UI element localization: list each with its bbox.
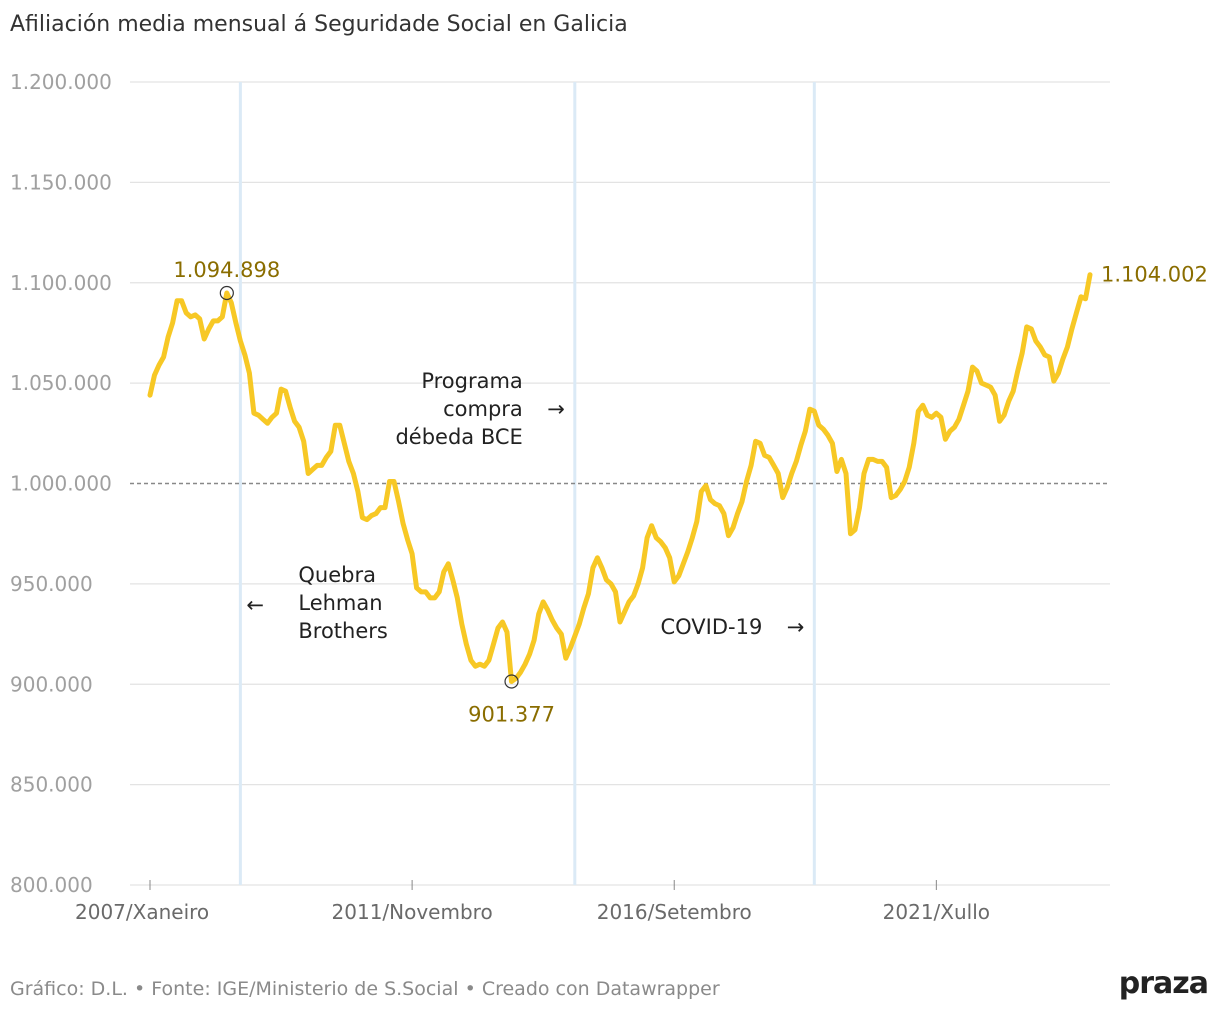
event-label: Quebra bbox=[298, 563, 376, 587]
y-tick-label: 1.050.000 bbox=[10, 371, 112, 395]
y-tick-label: 1.000.000 bbox=[10, 472, 112, 496]
highlight-labels: 1.094.898 901.377 1.104.002 bbox=[173, 258, 1208, 726]
y-tick-label: 1.150.000 bbox=[10, 170, 112, 194]
y-tick-label: 950.000 bbox=[10, 572, 93, 596]
gridlines bbox=[130, 81, 1110, 886]
footer-separator: • bbox=[134, 978, 146, 1000]
footer-tool: Creado con Datawrapper bbox=[481, 978, 720, 1000]
event-arrow: → bbox=[547, 397, 565, 421]
chart-title: Afiliación media mensual á Seguridade So… bbox=[10, 12, 628, 37]
x-tick-label: 2021/Xullo bbox=[883, 900, 990, 924]
event-arrow: → bbox=[787, 615, 805, 639]
highlight-value-label: 1.104.002 bbox=[1101, 263, 1208, 287]
y-tick-label: 850.000 bbox=[10, 773, 93, 797]
highlight-value-label: 901.377 bbox=[468, 702, 555, 726]
y-tick-label: 900.000 bbox=[10, 672, 93, 696]
footer: Gráfico: D.L. • Fonte: IGE/Ministerio de… bbox=[10, 978, 720, 1000]
y-tick-label: 1.100.000 bbox=[10, 271, 112, 295]
x-tick-label: 2007/Xaneiro bbox=[75, 900, 209, 924]
highlight-marker bbox=[219, 285, 234, 301]
x-tick-label: 2011/Novembro bbox=[332, 900, 493, 924]
y-tick-label: 1.200.000 bbox=[10, 70, 112, 94]
event-label: Lehman bbox=[298, 591, 382, 615]
event-annotations: Quebra Lehman Brothers ← Programa compra débed… bbox=[246, 369, 804, 643]
event-label: COVID-19 bbox=[660, 615, 762, 639]
footer-source: Fonte: IGE/Ministerio de S.Social bbox=[151, 978, 459, 1000]
footer-separator: • bbox=[464, 978, 476, 1000]
series-line bbox=[147, 272, 1093, 684]
x-axis: 2007/Xaneiro 2011/Novembro 2016/Setembro 20… bbox=[75, 880, 990, 924]
footer-credit: Gráfico: D.L. bbox=[10, 978, 128, 1000]
event-label: compra bbox=[443, 397, 523, 421]
event-arrow: ← bbox=[246, 593, 264, 617]
event-label: Programa bbox=[421, 369, 522, 393]
x-tick-label: 2016/Setembro bbox=[597, 900, 752, 924]
event-label: Brothers bbox=[298, 619, 387, 643]
y-axis: 800.000 850.000 900.000 950.000 1.000.000 1.0… bbox=[10, 70, 112, 897]
event-label: débeda BCE bbox=[395, 425, 522, 449]
highlight-value-label: 1.094.898 bbox=[173, 258, 280, 282]
line-chart: 800.000 850.000 900.000 950.000 1.000.000 1.0… bbox=[10, 70, 1208, 924]
y-tick-label: 800.000 bbox=[10, 873, 93, 897]
highlight-marker bbox=[504, 674, 519, 689]
praza-logo: praza bbox=[1118, 966, 1209, 1001]
